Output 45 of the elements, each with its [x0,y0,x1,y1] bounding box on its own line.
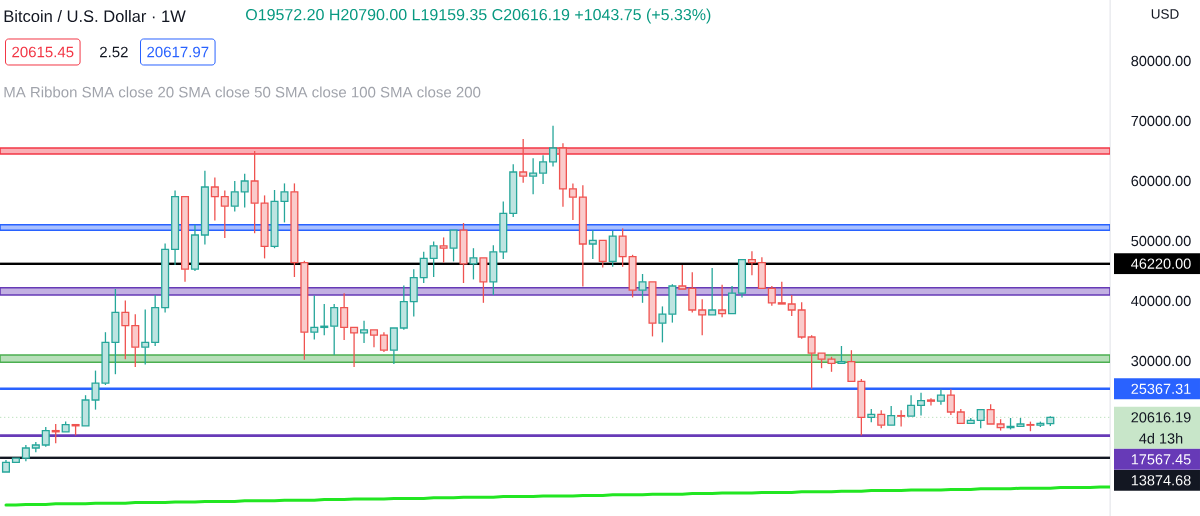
ref-line-label: 25367.31 [1131,383,1191,394]
y-tick-label: 40000.00 [1131,295,1191,307]
annotation: 2.52 [100,46,128,58]
candlestick [916,392,926,417]
candlestick [718,284,727,318]
ref-line-label: 20616.19 [1131,412,1191,423]
candlestick [558,142,567,208]
y-tick-label: 60000.00 [1131,175,1191,187]
y-tick-label: 80000.00 [1131,55,1191,67]
ref-line-label: 13874.68 [1131,475,1191,486]
candlestick [539,154,548,185]
candlestick [161,242,170,314]
candlestick [300,260,309,361]
annotation: 20617.97 [147,46,209,58]
candlestick [926,397,935,407]
candlestick [897,409,906,428]
y-axis-title: USD [1151,9,1179,19]
y-tick-label: 30000.00 [1131,355,1191,367]
candlestick [578,184,587,288]
candlestick [250,150,259,234]
candlestick [190,224,199,272]
candlestick [171,189,180,266]
candlestick [111,288,120,375]
candlestick [200,170,209,246]
candlestick [946,388,955,416]
candlestick [747,250,756,276]
y-tick-label: 70000.00 [1131,115,1191,127]
candlestick [807,334,816,390]
ref-line-label: 46220.00 [1131,258,1191,269]
candlestick [936,388,945,406]
chart-title: Bitcoin / U.S. Dollar · 1W [4,9,186,23]
ref-line-label: 17567.45 [1131,454,1191,465]
text: 4d 13h [1139,432,1183,444]
annotation: 20615.45 [12,46,74,58]
candlestick [210,176,219,222]
annotation: MA Ribbon SMA close 20 SMA close 50 SMA close 100 SMA close 200 [4,86,481,98]
candlestick [360,320,369,344]
candlestick [568,182,577,221]
candlestick [529,157,538,195]
candlestick [21,444,30,462]
candlestick [340,292,349,341]
annotation: O19572.20 H20790.00 L19159.35 C20616.19 +1043.75 (+5.33%) [246,8,711,24]
candlestick [548,125,558,168]
y-tick-label: 50000.00 [1131,235,1191,247]
candlestick [379,331,388,353]
